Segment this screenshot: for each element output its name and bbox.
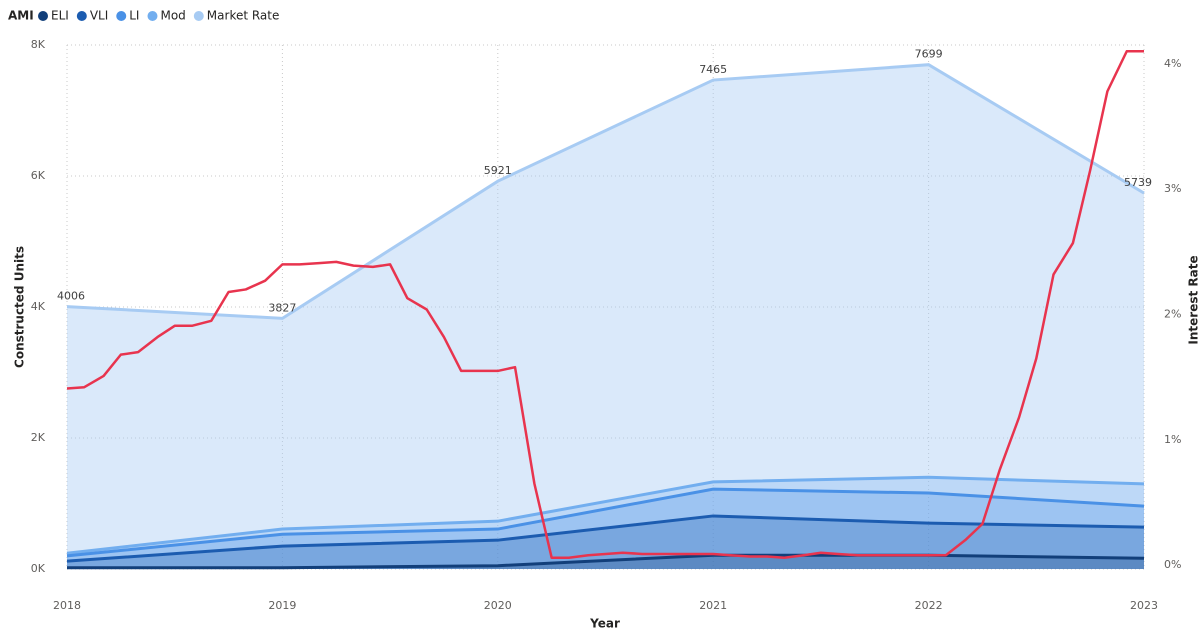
y-axis-title: Constructed Units [13,246,27,368]
x-tick-label: 2020 [484,599,512,612]
area-line [66,475,1145,555]
area [67,555,1144,569]
legend-marker [193,11,204,21]
legend-marker [147,11,158,21]
data-label: 5739 [1124,176,1152,189]
y-tick-label: 0K [31,562,46,575]
y-tick-label: 4K [31,300,46,313]
y2-tick-label: 2% [1164,308,1181,321]
y2-tick-label: 4% [1164,57,1181,70]
data-label: 7699 [915,48,943,61]
data-label: 7465 [699,63,727,76]
x-axis-title: Year [589,617,620,631]
area [67,64,1144,569]
interest-rate-line [66,50,1144,559]
legend-label: ELI [51,9,69,23]
area-line [66,514,1145,563]
y2-tick-label: 1% [1164,433,1181,446]
area-line [66,487,1145,558]
x-tick-label: 2022 [915,599,943,612]
y2-tick-label: 0% [1164,558,1181,571]
legend-marker [76,11,87,21]
legend-marker [38,11,48,21]
y-tick-label: 6K [31,169,46,182]
legend-label: Market Rate [207,9,280,23]
data-label: 4006 [57,290,85,303]
y-tick-label: 2K [31,431,46,444]
area-line [66,63,1145,320]
area-line [67,553,1145,570]
legend-label: Mod [160,9,185,23]
legend-title: AMI [8,9,34,23]
data-label: 5921 [484,164,512,177]
x-tick-label: 2021 [699,599,727,612]
x-tick-label: 2018 [53,599,81,612]
data-label: 3827 [268,301,296,314]
y-tick-label: 8K [31,38,46,51]
y2-axis-title: Interest Rate [1187,255,1201,344]
legend-label: VLI [90,9,108,23]
x-tick-label: 2023 [1130,599,1158,612]
legend-label: LI [129,9,139,23]
legend-marker [116,11,127,21]
x-tick-label: 2019 [268,599,296,612]
y2-tick-label: 3% [1164,182,1181,195]
